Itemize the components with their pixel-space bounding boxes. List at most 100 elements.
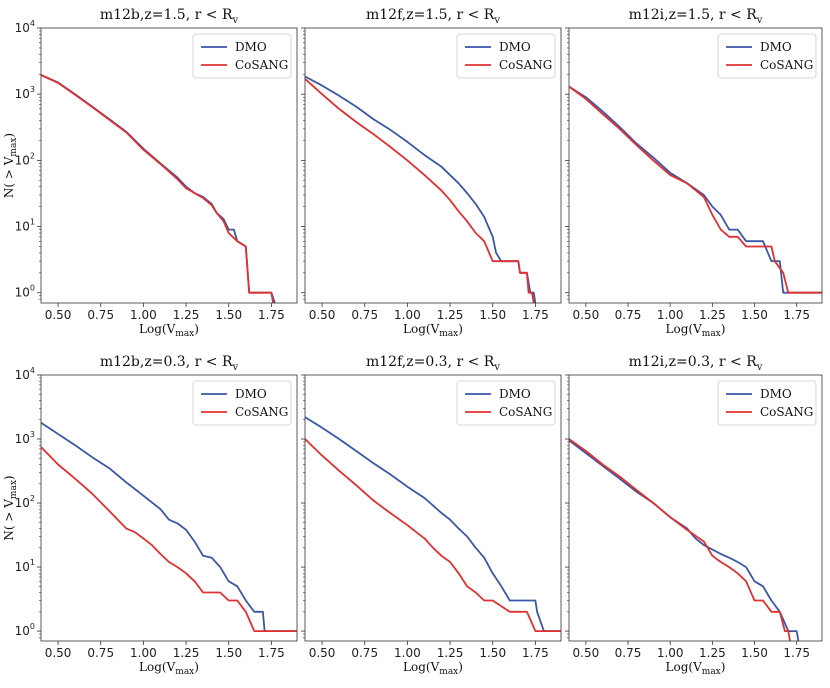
panel-title: m12f,z=1.5, r < Rv	[366, 7, 500, 26]
legend-label-cosang: CoSANG	[499, 405, 552, 419]
x-tick-label: 0.75	[615, 308, 642, 322]
x-tick-label: 0.50	[309, 646, 336, 660]
plot-frame	[40, 374, 298, 642]
legend: DMO CoSANG	[456, 33, 556, 79]
series-line-cosang	[305, 438, 561, 632]
x-tick-label: 0.50	[573, 646, 600, 660]
panel-title: m12i,z=1.5, r < Rv	[629, 7, 763, 26]
series-line-cosang	[305, 78, 535, 303]
x-tick-label: 1.25	[437, 308, 464, 322]
legend-label-cosang: CoSANG	[235, 405, 288, 419]
x-tick-label: 1.50	[479, 646, 506, 660]
x-tick-label: 1.00	[657, 308, 684, 322]
legend-label-cosang: CoSANG	[760, 405, 813, 419]
y-tick-label: 104	[15, 19, 35, 35]
x-axis-label: Log(Vmax)	[139, 660, 199, 677]
x-axis-label: Log(Vmax)	[403, 660, 463, 677]
x-tick-label: 1.50	[479, 308, 506, 322]
legend-label-dmo: DMO	[235, 40, 267, 54]
plot-frame	[304, 27, 562, 304]
x-tick-label: 1.50	[741, 308, 768, 322]
x-tick-label: 0.50	[573, 308, 600, 322]
legend-box	[717, 33, 817, 79]
x-tick-label: 1.50	[215, 308, 242, 322]
panel-title: m12b,z=0.3, r < Rv	[100, 354, 239, 373]
y-tick-label: 104	[15, 366, 35, 382]
x-tick-label: 1.75	[522, 646, 549, 660]
x-tick-label: 1.25	[699, 308, 726, 322]
series-line-dmo	[305, 75, 537, 303]
x-tick-label: 1.25	[173, 646, 200, 660]
legend: DMO CoSANG	[456, 380, 556, 426]
x-tick-label: 0.50	[45, 646, 72, 660]
x-tick-label: 0.75	[87, 308, 114, 322]
series-line-dmo	[569, 85, 822, 294]
x-tick-label: 1.00	[130, 646, 157, 660]
y-tick-label: 101	[15, 218, 35, 234]
x-tick-label: 0.75	[351, 646, 378, 660]
legend-label-cosang: CoSANG	[499, 58, 552, 72]
panel-2: 0.50 0.75 1.00 1.25 1.50 1.75 m12f,z=1.5, r < …	[301, 7, 562, 339]
plot-frame	[568, 27, 823, 304]
panel-title: m12f,z=0.3, r < Rv	[366, 354, 500, 373]
panel-title: m12b,z=1.5, r < Rv	[100, 7, 239, 26]
x-tick-label: 1.00	[130, 308, 157, 322]
x-tick-label: 1.75	[258, 308, 285, 322]
plot-frame	[568, 374, 823, 642]
panel-5: 0.50 0.75 1.00 1.25 1.50 1.75 m12f,z=0.3, r < …	[301, 354, 562, 677]
x-tick-label: 0.50	[45, 308, 72, 322]
plot-frame	[40, 27, 298, 304]
legend-label-dmo: DMO	[499, 40, 531, 54]
y-axis-label: N( > Vmax)	[2, 133, 19, 198]
series-line-cosang	[41, 74, 274, 303]
y-tick-label: 102	[15, 151, 35, 167]
legend: DMO CoSANG	[192, 33, 292, 79]
x-tick-label: 1.75	[783, 308, 810, 322]
legend-box	[456, 380, 556, 426]
y-axis-label: N( > Vmax)	[2, 475, 19, 540]
series-line-cosang	[569, 438, 791, 641]
x-axis-label: Log(Vmax)	[139, 322, 199, 339]
panel-3: 0.50 0.75 1.00 1.25 1.50 1.75 m12i,z=1.5, r < …	[565, 7, 823, 339]
x-axis-label: Log(Vmax)	[403, 322, 463, 339]
x-tick-label: 1.25	[699, 646, 726, 660]
series-line-cosang	[569, 85, 822, 294]
series-line-dmo	[569, 439, 800, 641]
y-tick-label: 103	[15, 85, 35, 101]
series-line-dmo	[41, 74, 276, 303]
legend: DMO CoSANG	[192, 380, 292, 426]
x-tick-label: 1.00	[657, 646, 684, 660]
legend-label-dmo: DMO	[760, 40, 792, 54]
legend: DMO CoSANG	[717, 33, 817, 79]
series-line-dmo	[41, 421, 297, 632]
legend-box	[192, 33, 292, 79]
x-tick-label: 1.00	[394, 308, 421, 322]
x-tick-label: 0.75	[87, 646, 114, 660]
legend-label-cosang: CoSANG	[760, 58, 813, 72]
legend-box	[717, 380, 817, 426]
legend: DMO CoSANG	[717, 380, 817, 426]
panel-title: m12i,z=0.3, r < Rv	[629, 354, 763, 373]
legend-label-dmo: DMO	[760, 387, 792, 401]
y-tick-label: 101	[15, 558, 35, 574]
x-tick-label: 1.25	[173, 308, 200, 322]
panel-4: 0.50 0.75 1.00 1.25 1.50 1.75 100 101 102 103 104 m…	[2, 354, 298, 677]
y-tick-label: 102	[15, 494, 35, 510]
x-tick-label: 1.00	[394, 646, 421, 660]
x-axis-label: Log(Vmax)	[666, 322, 726, 339]
y-tick-label: 100	[15, 622, 35, 638]
legend-label-dmo: DMO	[499, 387, 531, 401]
panel-1: 0.50 0.75 1.00 1.25 1.50 1.75 100 101 102 103 104 m…	[2, 7, 298, 339]
series-line-dmo	[305, 416, 561, 632]
x-tick-label: 0.75	[615, 646, 642, 660]
x-tick-label: 1.75	[258, 646, 285, 660]
plot-frame	[304, 374, 562, 642]
x-axis-label: Log(Vmax)	[666, 660, 726, 677]
legend-label-cosang: CoSANG	[235, 58, 288, 72]
series-line-cosang	[41, 446, 297, 632]
y-tick-label: 100	[15, 284, 35, 300]
y-tick-label: 103	[15, 430, 35, 446]
legend-label-dmo: DMO	[235, 387, 267, 401]
x-tick-label: 1.50	[741, 646, 768, 660]
